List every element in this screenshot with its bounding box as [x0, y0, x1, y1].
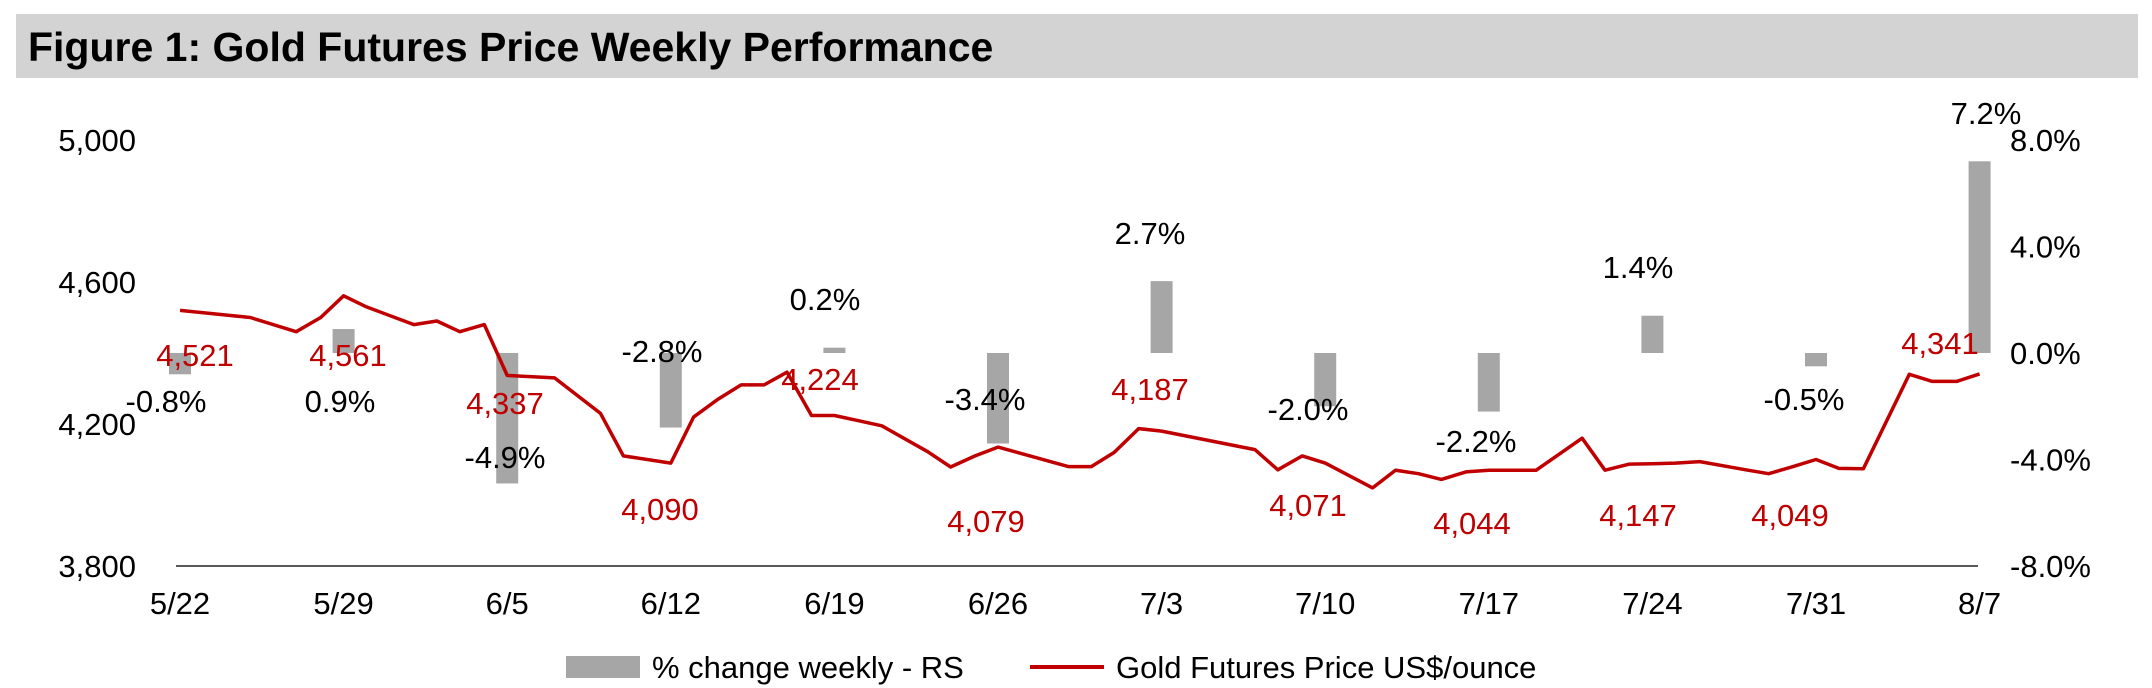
price-line: [179, 294, 1981, 490]
bar-data-label: 7.2%: [1951, 96, 2022, 131]
bar: [169, 353, 191, 375]
y-right-tick-label: 0.0%: [2010, 336, 2081, 371]
x-tick-label: 5/29: [313, 586, 373, 621]
y-right-tick-label: -8.0%: [2010, 549, 2091, 584]
bar: [1314, 353, 1337, 407]
bar-data-label: -3.4%: [945, 382, 1026, 417]
price-data-label: 4,187: [1111, 372, 1189, 407]
x-tick-label: 8/7: [1958, 586, 2001, 621]
bar-series: [169, 161, 1991, 484]
x-tick-label: 5/22: [150, 586, 210, 621]
axes: 5/22 5/29 6/5 6/12 6/19 6/26 7/3 7/10 7/17 7/24 7/…: [58, 123, 2091, 621]
x-tick-label: 6/19: [804, 586, 864, 621]
bar-labels: -0.8% 0.9% -4.9% -2.8% 0.2% -3.4% 2.7% -2.0% -2.…: [126, 96, 2022, 475]
x-tick-label: 7/3: [1140, 586, 1183, 621]
price-data-label: 4,044: [1433, 506, 1511, 541]
bar: [332, 329, 355, 353]
price-data-label: 4,147: [1599, 498, 1677, 533]
bar-data-label: 2.7%: [1115, 216, 1186, 251]
price-data-label: 4,341: [1901, 326, 1979, 361]
y-left-tick-label: 3,800: [58, 549, 136, 584]
bar-data-label: -0.5%: [1764, 382, 1845, 417]
bar: [823, 347, 846, 353]
bar: [1968, 161, 1991, 353]
x-tick-label: 7/31: [1786, 586, 1846, 621]
y-right-tick-label: 8.0%: [2010, 123, 2081, 158]
bar: [1805, 353, 1827, 367]
bar: [1150, 281, 1173, 353]
legend: % change weekly - RS Gold Futures Price U…: [566, 650, 1536, 685]
chart-title: Figure 1: Gold Futures Price Weekly Perf…: [28, 24, 994, 70]
y-left-tick-label: 5,000: [58, 123, 136, 158]
title-bar: Figure 1: Gold Futures Price Weekly Perf…: [16, 14, 2138, 78]
price-data-label: 4,090: [621, 492, 699, 527]
bar-data-label: -2.0%: [1268, 392, 1349, 427]
x-tick-label: 6/12: [641, 586, 701, 621]
y-right-tick-label: 4.0%: [2010, 230, 2081, 265]
price-data-label: 4,337: [466, 386, 544, 421]
bar: [987, 353, 1009, 444]
bar: [659, 353, 682, 428]
y-right-tick-label: -4.0%: [2010, 443, 2091, 478]
price-data-label: 4,049: [1751, 498, 1829, 533]
legend-label: % change weekly - RS: [652, 650, 964, 685]
legend-label: Gold Futures Price US$/ounce: [1116, 650, 1536, 685]
bar-data-label: -2.8%: [622, 334, 703, 369]
y-left-tick-label: 4,200: [58, 407, 136, 442]
x-tick-label: 6/26: [968, 586, 1028, 621]
line-labels: 4,521 4,561 4,337 4,090 4,224 4,079 4,187 4,071…: [156, 326, 1979, 541]
bar-data-label: 1.4%: [1603, 250, 1674, 285]
price-data-label: 4,224: [781, 362, 859, 397]
bar-data-label: 0.9%: [305, 384, 376, 419]
bar: [1477, 353, 1500, 412]
x-tick-label: 6/5: [486, 586, 529, 621]
price-data-label: 4,071: [1269, 488, 1347, 523]
bar: [1641, 315, 1664, 353]
price-data-label: 4,521: [156, 338, 234, 373]
price-data-label: 4,561: [309, 338, 387, 373]
bar-data-label: -2.2%: [1436, 424, 1517, 459]
legend-swatch-bar: [566, 656, 640, 678]
line-series: [179, 294, 1981, 490]
bar-data-label: -0.8%: [126, 384, 207, 419]
price-data-label: 4,079: [947, 504, 1025, 539]
x-tick-label: 7/24: [1622, 586, 1682, 621]
x-tick-label: 7/10: [1295, 586, 1355, 621]
bar-data-label: -4.9%: [465, 440, 546, 475]
bar: [496, 353, 519, 484]
x-tick-label: 7/17: [1459, 586, 1519, 621]
y-left-tick-label: 4,600: [58, 265, 136, 300]
bar-data-label: 0.2%: [790, 282, 861, 317]
